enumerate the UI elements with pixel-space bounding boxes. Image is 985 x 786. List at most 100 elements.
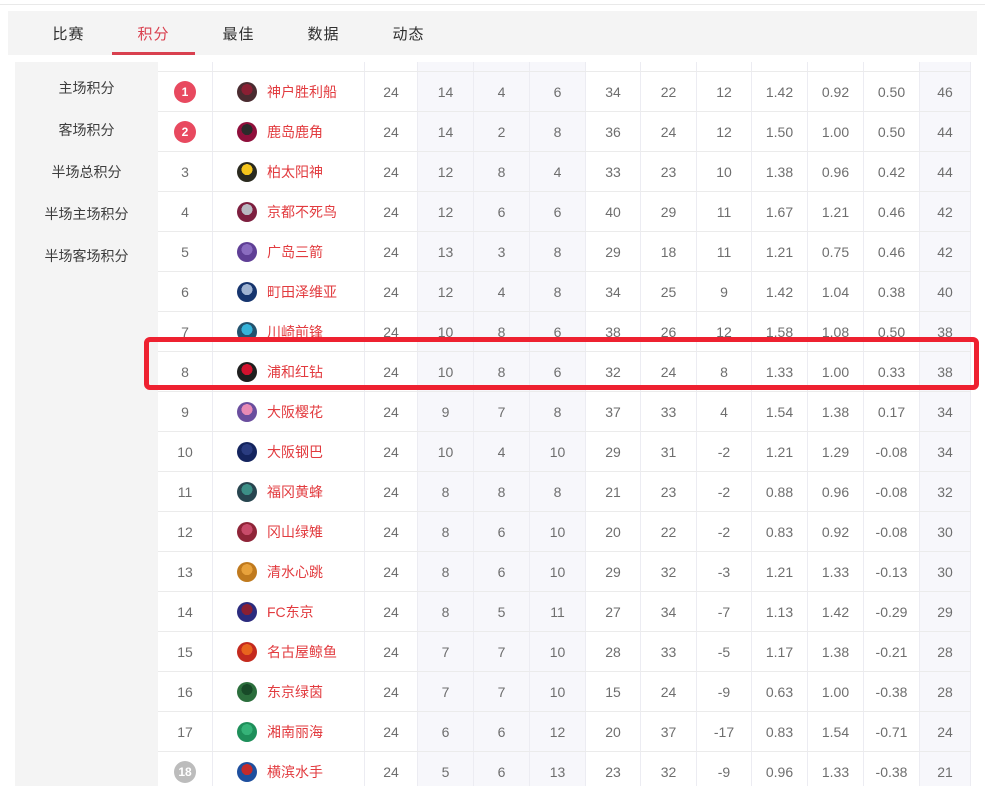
table-row[interactable]: 11 福冈黄蜂 24 8 8 8 21 23 -2 0.88 0.96 -0.08 32	[158, 472, 971, 512]
loss-cell: 8	[530, 392, 586, 431]
team-name-link[interactable]: 柏太阳神	[267, 163, 323, 180]
win-cell: 12	[418, 152, 474, 191]
team-name-link[interactable]: 鹿岛鹿角	[267, 123, 323, 140]
played-cell: 24	[365, 752, 418, 786]
tab-matches[interactable]: 比赛	[52, 25, 85, 43]
table-row[interactable]: 10 大阪钢巴 24 10 4 10 29 31 -2 1.21 1.29 -0.08 34	[158, 432, 971, 472]
team-logo-icon	[237, 441, 257, 462]
table-row[interactable]: 12 冈山绿雉 24 8 6 10 20 22 -2 0.83 0.92 -0.08 30	[158, 512, 971, 552]
team-cell: 京都不死鸟	[213, 192, 365, 231]
points-cell: 28	[920, 632, 971, 671]
rank-cell: 17	[158, 712, 213, 751]
team-name-link[interactable]: 神户胜利船	[267, 83, 337, 100]
sidebar-item-halftime-home-standings[interactable]: 半场主场积分	[44, 206, 129, 222]
avg_gf-cell: 1.38	[752, 152, 808, 191]
rank-number: 8	[181, 363, 189, 380]
played-cell: 24	[365, 72, 418, 111]
ga-cell: 23	[641, 472, 697, 511]
draw-cell: 6	[474, 552, 530, 591]
team-logo-icon	[237, 761, 257, 782]
played-cell: 24	[365, 112, 418, 151]
sidebar-item-home-standings[interactable]: 主场积分	[58, 80, 115, 96]
team-name-link[interactable]: 横滨水手	[267, 763, 323, 780]
sidebar-item-away-standings[interactable]: 客场积分	[58, 122, 115, 138]
team-name-link[interactable]: 东京绿茵	[267, 683, 323, 700]
tab-standings[interactable]: 积分	[111, 11, 196, 55]
table-row[interactable]: 1 神户胜利船 24 14 4 6 34 22 12 1.42 0.92 0.50 46	[158, 72, 971, 112]
played-cell: 24	[365, 712, 418, 751]
points-cell: 32	[920, 472, 971, 511]
draw-cell: 4	[474, 272, 530, 311]
rank-number: 12	[177, 523, 193, 540]
gf-cell: 33	[586, 152, 641, 191]
table-row[interactable]: 15 名古屋鲸鱼 24 7 7 10 28 33 -5 1.17 1.38 -0.21 28	[158, 632, 971, 672]
avg_gd-cell: 0.50	[864, 312, 920, 351]
rank-cell: 12	[158, 512, 213, 551]
avg_ga-cell: 1.29	[808, 432, 864, 471]
table-row[interactable]: 14 FC东京 24 8 5 11 27 34 -7 1.13 1.42 -0.29 29	[158, 592, 971, 632]
table-row[interactable]: 13 清水心跳 24 8 6 10 29 32 -3 1.21 1.33 -0.13 30	[158, 552, 971, 592]
avg_ga-cell: 1.00	[808, 352, 864, 391]
team-name-link[interactable]: FC东京	[267, 603, 314, 620]
team-logo-icon	[237, 721, 257, 742]
tab-news[interactable]: 动态	[392, 25, 425, 43]
team-name-link[interactable]: 冈山绿雉	[267, 523, 323, 540]
team-name-link[interactable]: 清水心跳	[267, 563, 323, 580]
team-name-link[interactable]: 名古屋鲸鱼	[267, 643, 337, 660]
win-cell: 7	[418, 672, 474, 711]
avg_ga-cell: 0.96	[808, 152, 864, 191]
team-name-link[interactable]: 浦和红钻	[267, 363, 323, 380]
team-name-link[interactable]: 京都不死鸟	[267, 203, 337, 220]
ga-cell: 32	[641, 552, 697, 591]
win-cell: 14	[418, 72, 474, 111]
avg_gd-cell: 0.46	[864, 232, 920, 271]
rank-cell: 4	[158, 192, 213, 231]
avg_gd-cell: 0.38	[864, 272, 920, 311]
table-row[interactable]: 5 广岛三箭 24 13 3 8 29 18 11 1.21 0.75 0.46 42	[158, 232, 971, 272]
win-cell: 9	[418, 392, 474, 431]
gd-cell: -17	[697, 712, 752, 751]
sidebar-item-halftime-away-standings[interactable]: 半场客场积分	[44, 248, 129, 264]
tab-best[interactable]: 最佳	[222, 25, 255, 43]
gf-cell: 34	[586, 272, 641, 311]
team-logo-icon	[237, 81, 257, 102]
avg_gd-cell: 0.33	[864, 352, 920, 391]
avg_gd-cell: -0.08	[864, 432, 920, 471]
team-logo-icon	[237, 401, 257, 422]
played-cell: 24	[365, 472, 418, 511]
played-cell: 24	[365, 592, 418, 631]
rank-number: 4	[181, 203, 189, 220]
table-row[interactable]: 4 京都不死鸟 24 12 6 6 40 29 11 1.67 1.21 0.46 42	[158, 192, 971, 232]
team-name-link[interactable]: 川崎前锋	[267, 323, 323, 340]
table-row[interactable]: 6 町田泽维亚 24 12 4 8 34 25 9 1.42 1.04 0.38 40	[158, 272, 971, 312]
table-row[interactable]: 3 柏太阳神 24 12 8 4 33 23 10 1.38 0.96 0.42 44	[158, 152, 971, 192]
table-row[interactable]: 18 横滨水手 24 5 6 13 23 32 -9 0.96 1.33 -0.38 21	[158, 752, 971, 786]
team-name-link[interactable]: 广岛三箭	[267, 243, 323, 260]
team-name-link[interactable]: 町田泽维亚	[267, 283, 337, 300]
table-row[interactable]: 8 浦和红钻 24 10 8 6 32 24 8 1.33 1.00 0.33 38	[158, 352, 971, 392]
points-cell: 24	[920, 712, 971, 751]
team-name-link[interactable]: 大阪樱花	[267, 403, 323, 420]
sidebar-item-halftime-total-standings[interactable]: 半场总积分	[51, 164, 122, 180]
table-row[interactable]: 9 大阪樱花 24 9 7 8 37 33 4 1.54 1.38 0.17 34	[158, 392, 971, 432]
rank-number: 9	[181, 403, 189, 420]
points-cell: 34	[920, 392, 971, 431]
points-cell: 38	[920, 352, 971, 391]
team-logo-icon	[237, 201, 257, 222]
draw-cell: 7	[474, 672, 530, 711]
table-row[interactable]: 17 湘南丽海 24 6 6 12 20 37 -17 0.83 1.54 -0.71 24	[158, 712, 971, 752]
table-row-stub	[158, 62, 971, 72]
table-row[interactable]: 7 川崎前锋 24 10 8 6 38 26 12 1.58 1.08 0.50 38	[158, 312, 971, 352]
loss-cell: 6	[530, 312, 586, 351]
team-cell: 名古屋鲸鱼	[213, 632, 365, 671]
loss-cell: 4	[530, 152, 586, 191]
team-cell: 大阪樱花	[213, 392, 365, 431]
table-row[interactable]: 16 东京绿茵 24 7 7 10 15 24 -9 0.63 1.00 -0.38 28	[158, 672, 971, 712]
table-row[interactable]: 2 鹿岛鹿角 24 14 2 8 36 24 12 1.50 1.00 0.50 44	[158, 112, 971, 152]
team-name-link[interactable]: 湘南丽海	[267, 723, 323, 740]
team-name-link[interactable]: 福冈黄蜂	[267, 483, 323, 500]
team-logo-icon	[237, 161, 257, 182]
gd-cell: 12	[697, 112, 752, 151]
team-name-link[interactable]: 大阪钢巴	[267, 443, 323, 460]
tab-stats[interactable]: 数据	[307, 25, 340, 43]
